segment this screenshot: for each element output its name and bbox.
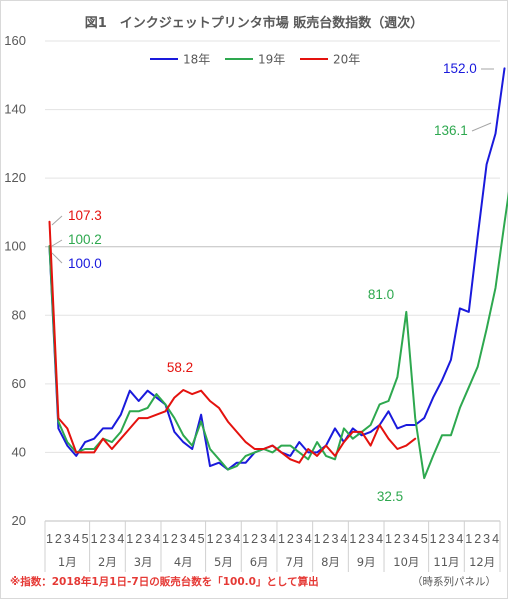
y-axis-ticks: 20 40 60 80 100 120 140 160 [4, 33, 26, 528]
gridlines [45, 40, 500, 522]
week-tick-label: 2 [55, 532, 62, 546]
week-tick-label: 2 [251, 532, 258, 546]
data-label: 152.0 [443, 61, 477, 76]
week-tick-label: 1 [207, 532, 214, 546]
week-tick-label: 2 [394, 532, 401, 546]
footnote-panel-label: （時系列パネル） [412, 575, 496, 588]
week-tick-label: 4 [153, 532, 160, 546]
chart-title: 図1 インクジェットプリンタ市場 販売台数指数（週次） [85, 15, 424, 31]
data-label: 58.2 [167, 360, 193, 375]
week-tick-label: 1 [430, 532, 437, 546]
month-label: 12月 [469, 555, 495, 569]
data-annotations: 152.0 136.1 107.3 100.2 100.0 58.2 81.0 32.5 [51, 61, 494, 504]
data-label: 81.0 [368, 287, 394, 302]
week-tick-label: 3 [296, 532, 303, 546]
data-label: 32.5 [377, 489, 403, 504]
week-tick-label: 4 [117, 532, 124, 546]
y-tick-label: 60 [12, 376, 26, 391]
week-tick-label: 5 [82, 532, 89, 546]
month-label: 6月 [250, 555, 269, 569]
y-tick-label: 160 [4, 33, 26, 48]
week-tick-label: 1 [465, 532, 472, 546]
data-label: 100.2 [68, 232, 102, 247]
footnote: ※指数：2018年1月1日-7日の販売台数を「100.0」として算出 [10, 575, 319, 588]
y-tick-label: 20 [12, 513, 26, 528]
week-tick-label: 2 [287, 532, 294, 546]
data-label: 100.0 [68, 256, 102, 271]
week-tick-label: 3 [367, 532, 374, 546]
month-label: 11月 [433, 555, 459, 569]
y-tick-label: 80 [12, 307, 26, 322]
week-tick-label: 4 [269, 532, 276, 546]
week-tick-label: 1 [314, 532, 321, 546]
y-tick-label: 40 [12, 444, 26, 459]
week-tick-label: 1 [46, 532, 53, 546]
annotation-leader [471, 122, 492, 132]
annotation-leader [51, 215, 63, 226]
week-tick-label: 2 [474, 532, 481, 546]
data-label: 107.3 [68, 208, 102, 223]
week-tick-label: 3 [483, 532, 490, 546]
data-label: 136.1 [434, 123, 468, 138]
week-tick-label: 3 [108, 532, 115, 546]
week-tick-label: 3 [403, 532, 410, 546]
week-tick-label: 3 [224, 532, 231, 546]
legend: 18年 19年 20年 [150, 53, 360, 67]
week-tick-label: 2 [100, 532, 107, 546]
week-tick-label: 2 [358, 532, 365, 546]
week-tick-label: 3 [331, 532, 338, 546]
legend-label: 19年 [258, 53, 285, 67]
week-tick-label: 4 [456, 532, 463, 546]
week-tick-label: 5 [198, 532, 205, 546]
y-tick-label: 100 [4, 239, 26, 254]
week-tick-label: 2 [323, 532, 330, 546]
week-tick-label: 2 [215, 532, 222, 546]
week-tick-label: 2 [439, 532, 446, 546]
week-tick-label: 4 [376, 532, 383, 546]
week-tick-label: 5 [421, 532, 428, 546]
series-lines [48, 67, 508, 480]
series-line-20年 [48, 220, 417, 464]
week-tick-label: 4 [305, 532, 312, 546]
week-tick-label: 3 [180, 532, 187, 546]
month-label: 8月 [321, 555, 340, 569]
week-tick-label: 1 [385, 532, 392, 546]
month-label: 5月 [214, 555, 233, 569]
month-label: 10月 [393, 555, 419, 569]
month-label: 4月 [174, 555, 193, 569]
y-tick-label: 120 [4, 170, 26, 185]
week-tick-label: 4 [412, 532, 419, 546]
week-tick-label: 3 [144, 532, 151, 546]
week-tick-label: 3 [260, 532, 267, 546]
legend-label: 18年 [183, 53, 210, 67]
week-tick-label: 1 [91, 532, 98, 546]
week-tick-label: 2 [171, 532, 178, 546]
week-tick-label: 1 [162, 532, 169, 546]
week-tick-label: 3 [447, 532, 454, 546]
week-tick-label: 4 [73, 532, 80, 546]
month-label: 2月 [98, 555, 117, 569]
legend-label: 20年 [333, 53, 360, 67]
series-line-19年 [48, 191, 508, 480]
week-tick-label: 1 [278, 532, 285, 546]
week-tick-label: 1 [242, 532, 249, 546]
annotation-leader [51, 239, 63, 247]
week-tick-label: 3 [64, 532, 71, 546]
week-tick-label: 1 [349, 532, 356, 546]
month-label: 9月 [357, 555, 376, 569]
annotation-leader [51, 252, 63, 264]
month-label: 1月 [58, 555, 77, 569]
week-tick-label: 1 [126, 532, 133, 546]
month-label: 3月 [134, 555, 153, 569]
month-label: 7月 [285, 555, 304, 569]
week-tick-label: 4 [492, 532, 499, 546]
week-tick-label: 2 [135, 532, 142, 546]
week-tick-label: 4 [233, 532, 240, 546]
week-tick-label: 4 [189, 532, 196, 546]
week-tick-label: 4 [340, 532, 347, 546]
y-tick-label: 140 [4, 102, 26, 117]
